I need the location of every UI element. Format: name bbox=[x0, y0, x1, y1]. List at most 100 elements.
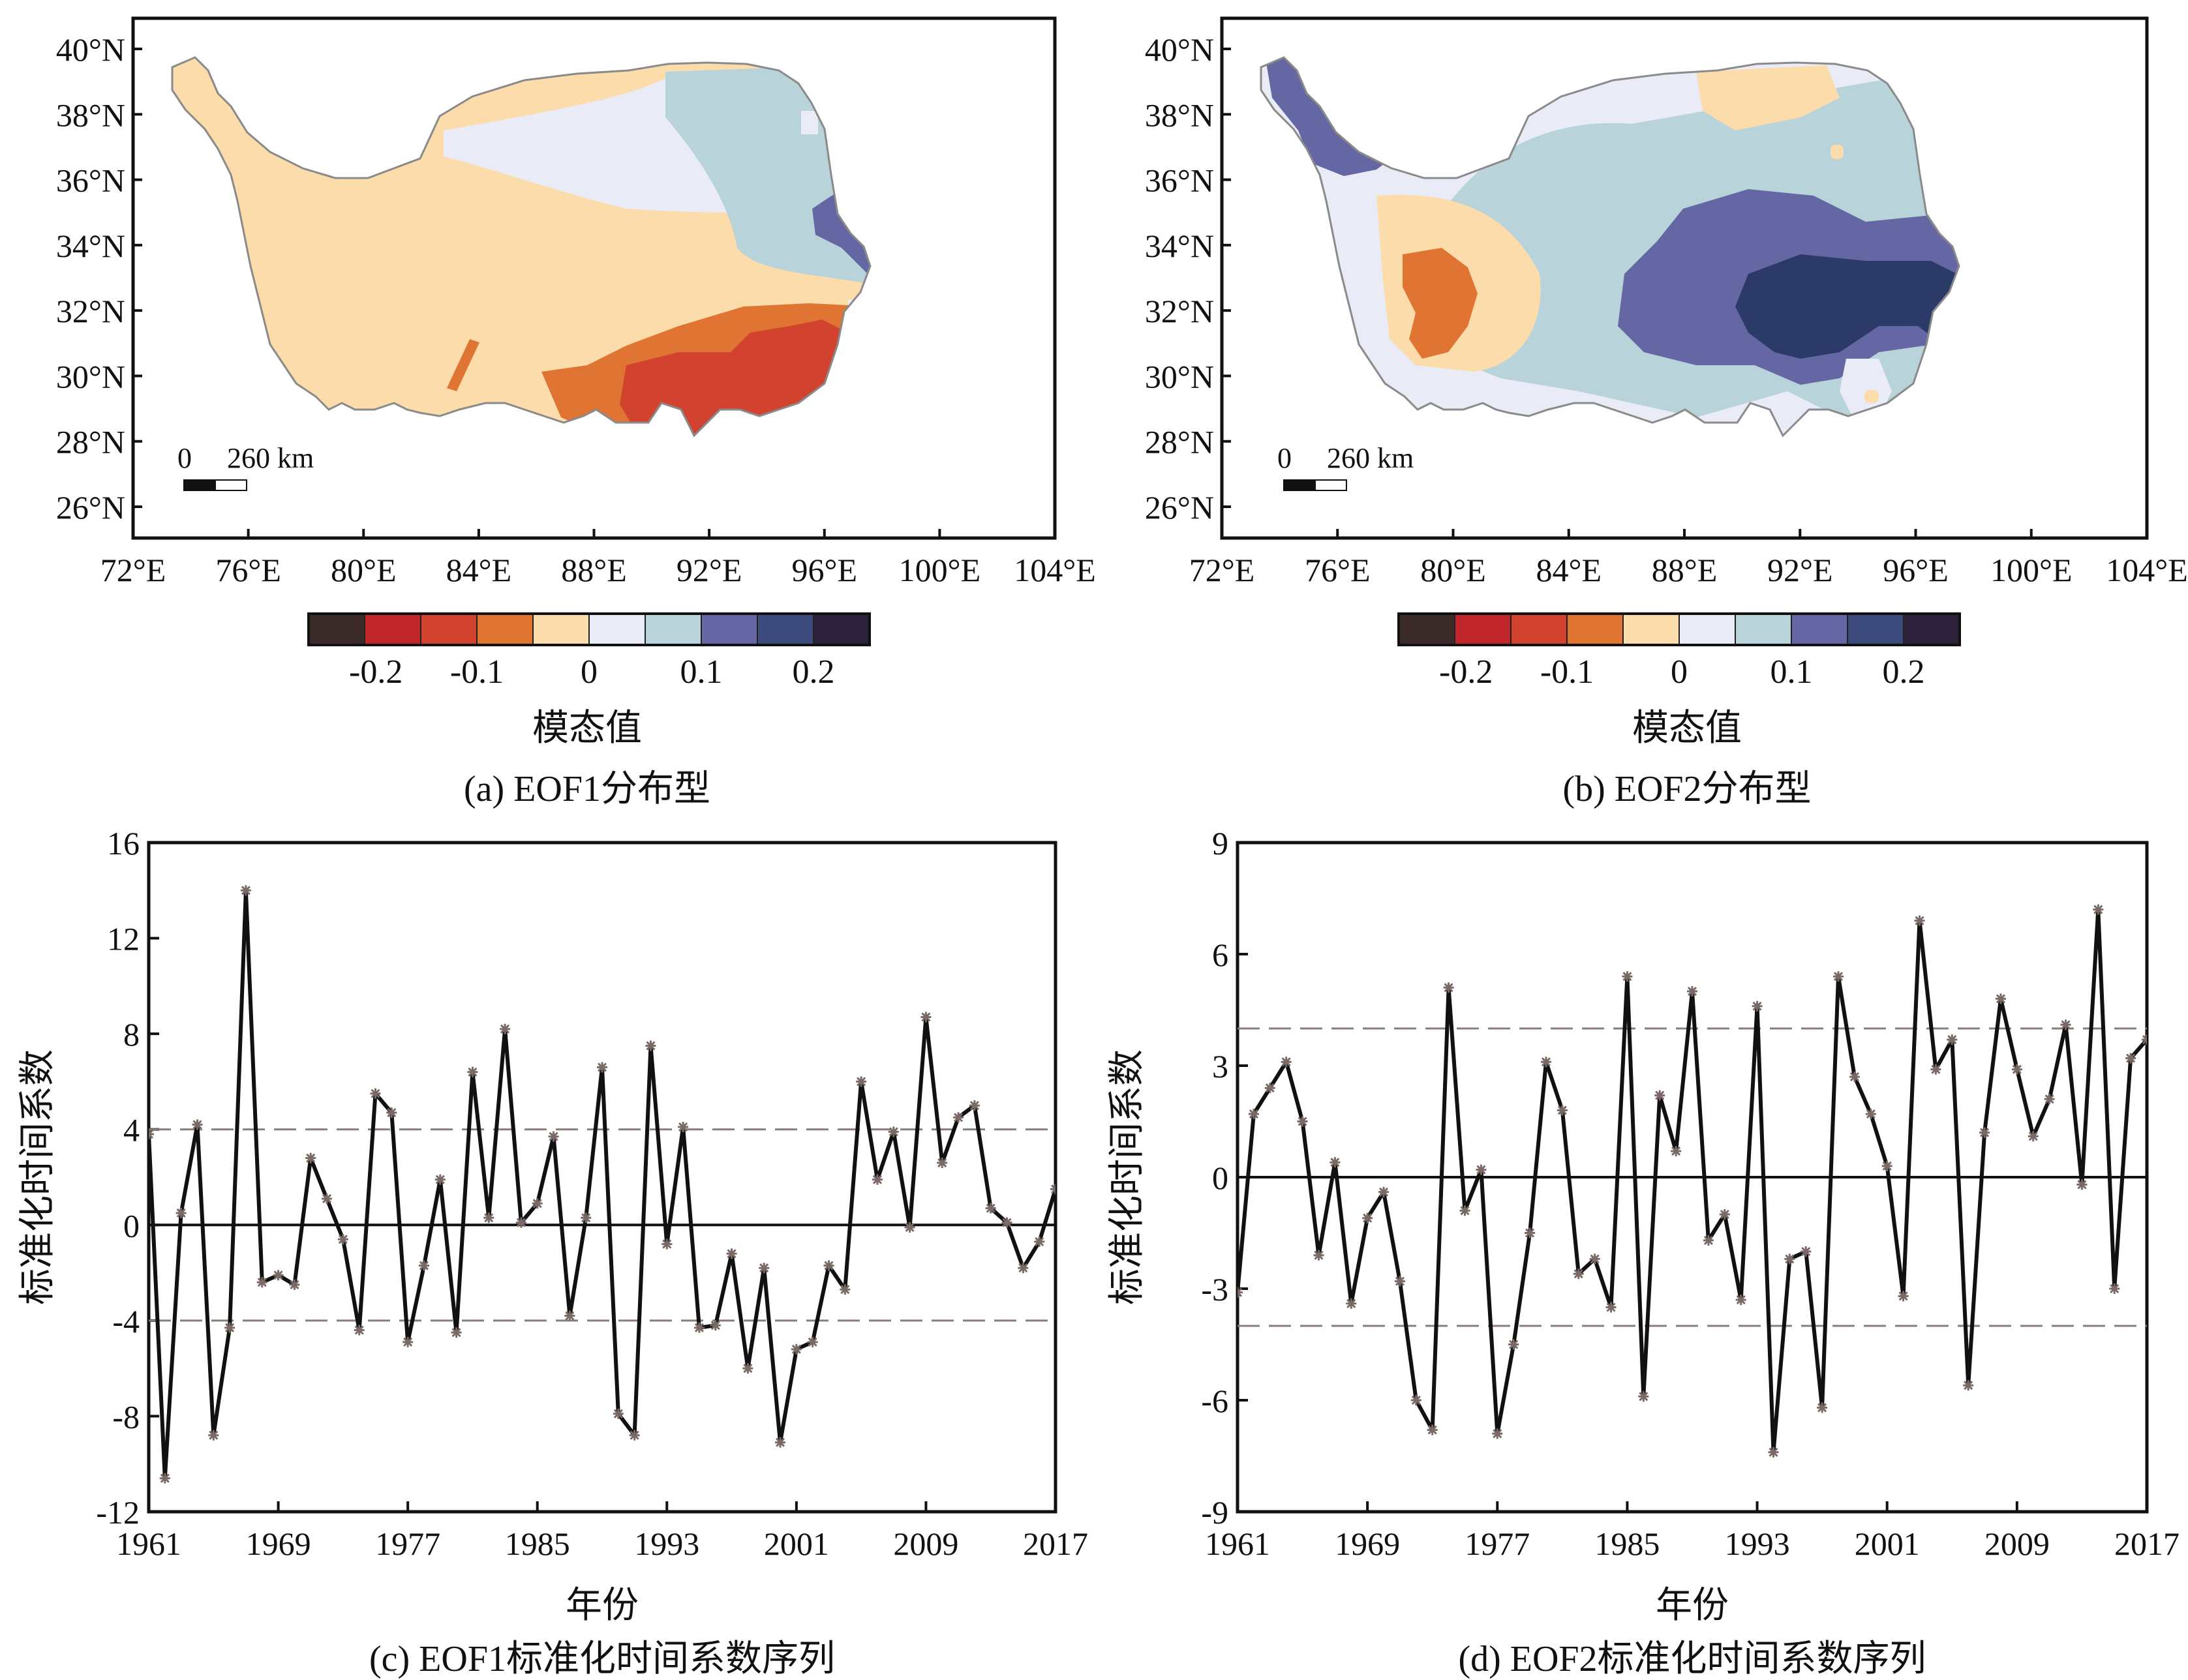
data-point bbox=[888, 1126, 899, 1137]
data-point bbox=[1719, 1209, 1730, 1220]
data-point bbox=[969, 1100, 980, 1111]
colorbar-tick-label: 0 bbox=[581, 653, 598, 691]
caption-a: (a) EOF1分布型 bbox=[464, 769, 710, 809]
colorbar-tick-label: 0.1 bbox=[1770, 653, 1813, 691]
data-point bbox=[467, 1066, 478, 1077]
data-point bbox=[629, 1430, 640, 1441]
y-tick-label: -3 bbox=[1201, 1271, 1228, 1308]
lat-tick-label: 36°N bbox=[56, 162, 125, 199]
data-point bbox=[256, 1277, 267, 1288]
data-point bbox=[1492, 1428, 1503, 1439]
data-point bbox=[1833, 971, 1844, 982]
map-boundary-b bbox=[1260, 56, 1960, 438]
colorbar-tick-label: -0.2 bbox=[1439, 653, 1493, 691]
data-point bbox=[937, 1158, 948, 1169]
panel-a: 0 260 km 40°N 38°N 36°N 34°N 32°N 30°N 28°N 26°… bbox=[56, 16, 1096, 809]
colorbar-swatch bbox=[813, 613, 870, 646]
data-point bbox=[1018, 1263, 1029, 1274]
data-point bbox=[354, 1325, 365, 1336]
data-point bbox=[1394, 1276, 1405, 1287]
lat-tick-label: 28°N bbox=[56, 424, 125, 460]
lat-tick-label: 38°N bbox=[1145, 97, 1214, 133]
data-point bbox=[1378, 1186, 1390, 1197]
data-point bbox=[175, 1207, 187, 1218]
lon-tick-label: 72°E bbox=[100, 552, 166, 588]
scale-label-distance-b: 260 km bbox=[1327, 442, 1414, 474]
lon-tick-label: 92°E bbox=[676, 552, 742, 588]
map-region-north-negative-b bbox=[1696, 65, 1840, 130]
x-tick-label: 2017 bbox=[1023, 1525, 1088, 1562]
plot-frame-c bbox=[147, 841, 1057, 1514]
data-point bbox=[289, 1279, 300, 1290]
colorbar-swatch bbox=[308, 613, 365, 646]
lat-tick-labels-b: 40°N 38°N 36°N 34°N 32°N 30°N 28°N 26°N bbox=[1145, 31, 1231, 526]
x-tick-label: 1985 bbox=[1594, 1525, 1660, 1562]
data-point bbox=[1979, 1127, 1990, 1138]
y-tick-label: -4 bbox=[112, 1303, 140, 1340]
data-point bbox=[515, 1217, 526, 1228]
lon-tick-label: 104°E bbox=[1014, 552, 1096, 588]
lat-tick-label: 32°N bbox=[56, 293, 125, 329]
y-tick-label: 0 bbox=[123, 1207, 140, 1244]
y-tick-label: -6 bbox=[1201, 1383, 1228, 1419]
data-point bbox=[1654, 1090, 1665, 1101]
data-point bbox=[1238, 1287, 1243, 1298]
data-point bbox=[1752, 1000, 1763, 1012]
data-point bbox=[192, 1119, 203, 1130]
colorbar-tick-label: 0.1 bbox=[680, 653, 723, 691]
data-point bbox=[149, 1129, 154, 1140]
data-point bbox=[2060, 1019, 2071, 1030]
lat-tick-label: 28°N bbox=[1145, 424, 1214, 460]
colorbar-swatch bbox=[1847, 613, 1904, 646]
data-point bbox=[759, 1263, 770, 1274]
lat-tick-label: 40°N bbox=[56, 31, 125, 68]
colorbar-swatch bbox=[1903, 613, 1960, 646]
data-point bbox=[807, 1336, 818, 1347]
data-point bbox=[208, 1430, 219, 1441]
data-point bbox=[597, 1062, 607, 1073]
data-point bbox=[1687, 986, 1697, 997]
panel-c: -12 -8 -4 0 4 8 12 16 1961 1969 1977 1985 1993 2001 20… bbox=[18, 825, 1088, 1679]
panel-b: 0 260 km 40°N 38°N 36°N 34°N 32°N 30°N 28°N 26°… bbox=[1145, 16, 2188, 809]
x-tick-label: 1961 bbox=[116, 1525, 181, 1562]
data-point bbox=[1995, 993, 2006, 1004]
data-point bbox=[451, 1327, 462, 1338]
data-point bbox=[1281, 1057, 1292, 1068]
lon-tick-label: 72°E bbox=[1189, 552, 1255, 588]
colorbar-tick-label: 0.2 bbox=[1883, 653, 1925, 691]
y-tick-label: 3 bbox=[1212, 1048, 1228, 1085]
lat-tick-label: 30°N bbox=[56, 358, 125, 395]
x-tick-label: 1977 bbox=[1465, 1525, 1530, 1562]
data-point bbox=[1638, 1391, 1649, 1402]
data-point bbox=[1346, 1298, 1357, 1309]
x-tick-label: 2017 bbox=[2114, 1525, 2180, 1562]
colorbar-tick-label: 0 bbox=[1671, 653, 1688, 691]
data-point bbox=[2011, 1064, 2022, 1075]
y-tick-label: 8 bbox=[123, 1016, 140, 1053]
colorbar-title-b: 模态值 bbox=[1632, 708, 1742, 749]
colorbar-tick-label: 0.2 bbox=[793, 653, 835, 691]
colorbar-swatch bbox=[1679, 613, 1736, 646]
data-point bbox=[564, 1310, 575, 1321]
lon-tick-label: 76°E bbox=[215, 552, 281, 588]
colorbar-tick-label: -0.1 bbox=[1540, 653, 1594, 691]
data-point bbox=[1330, 1157, 1341, 1168]
data-point bbox=[159, 1473, 170, 1484]
lon-tick-label: 96°E bbox=[791, 552, 857, 588]
x-axis-label-c: 年份 bbox=[566, 1585, 639, 1626]
x-tick-label: 1993 bbox=[1725, 1525, 1790, 1562]
data-point bbox=[240, 885, 251, 896]
lon-tick-label: 100°E bbox=[899, 552, 981, 588]
scale-bar-black-a bbox=[183, 479, 216, 491]
lon-tick-label: 84°E bbox=[1536, 552, 1602, 588]
data-point bbox=[1034, 1236, 1045, 1247]
data-point bbox=[840, 1284, 851, 1295]
y-tick-label: -8 bbox=[112, 1398, 140, 1435]
map-region-sliver-a bbox=[447, 339, 479, 391]
data-point bbox=[1801, 1246, 1812, 1257]
data-point bbox=[273, 1270, 284, 1281]
x-tick-label: 1969 bbox=[246, 1525, 311, 1562]
plot-area bbox=[1238, 904, 2147, 1458]
y-tick-label: -9 bbox=[1201, 1494, 1228, 1531]
scale-bar-white-a bbox=[215, 479, 247, 491]
